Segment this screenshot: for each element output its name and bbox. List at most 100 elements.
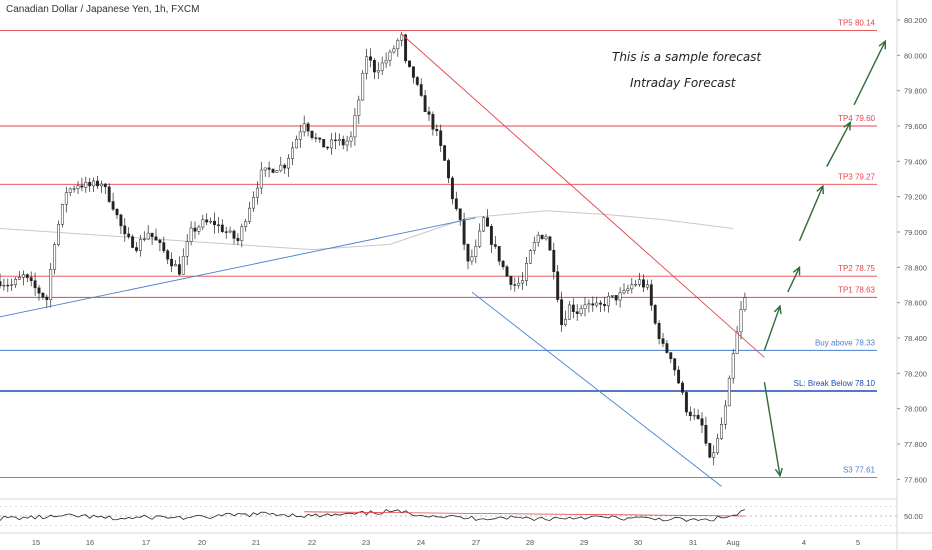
time-axis: 15 16 17 20 21 22 23 24 27 28 29 30 31 Aug 4 5: [32, 538, 860, 547]
candle-body: [298, 131, 302, 140]
candle-body: [450, 177, 454, 200]
candle-body: [727, 377, 731, 407]
candle-body: [408, 60, 411, 67]
time-tick-label: 20: [198, 538, 206, 547]
time-tick-label: 27: [472, 538, 480, 547]
candle-body: [72, 188, 76, 190]
candle-body: [404, 34, 408, 62]
level-label: TP3 79.27: [838, 172, 875, 181]
time-tick-label: 29: [580, 538, 588, 547]
candle-body: [501, 260, 505, 268]
candle-body: [158, 239, 162, 243]
price-tick-label: 79.200: [904, 193, 927, 202]
candle-body: [302, 123, 306, 133]
candle-body: [466, 244, 470, 262]
candle-body: [509, 276, 513, 285]
arrow-head: [773, 304, 782, 315]
candle-body: [193, 227, 197, 232]
candle-body: [177, 264, 181, 275]
candle-body: [96, 180, 99, 187]
candle-body: [653, 305, 657, 324]
candle-body: [384, 60, 388, 64]
candle-body: [591, 303, 595, 306]
arrow-shaft: [763, 305, 781, 351]
candle-body: [209, 220, 213, 223]
symbol-title[interactable]: Canadian Dollar / Japanese Yen, 1h, FXCM: [6, 4, 200, 15]
candle-body: [80, 185, 84, 188]
candle-body: [142, 238, 146, 241]
candle-body: [310, 130, 314, 138]
level-label: TP4 79.60: [838, 114, 875, 123]
candle-body: [45, 296, 49, 301]
candle-body: [49, 269, 53, 301]
candle-body: [107, 186, 111, 202]
level-label: SL: Break Below 78.10: [794, 379, 876, 388]
candle-body: [673, 358, 677, 371]
candle-body: [53, 244, 57, 270]
candle-body: [150, 232, 154, 238]
candle-body: [642, 279, 645, 288]
candle-body: [353, 115, 357, 138]
candle-body: [544, 236, 548, 240]
candle-body: [415, 77, 419, 85]
candle-body: [279, 164, 283, 171]
candle-body: [18, 277, 21, 280]
candle-body: [135, 247, 138, 251]
trendlines: [0, 33, 765, 487]
candle-body: [103, 183, 107, 188]
time-tick-label: 31: [689, 538, 697, 547]
candle-body: [337, 138, 341, 141]
candle-body: [579, 308, 583, 314]
candle-body: [380, 62, 384, 71]
candle-body: [205, 219, 209, 223]
candle-body: [532, 242, 536, 251]
candle-body: [681, 382, 684, 393]
price-tick-label: 80.000: [904, 51, 927, 60]
candle-body: [189, 227, 193, 242]
price-tick-label: 79.400: [904, 157, 927, 166]
candle-body: [606, 296, 610, 306]
price-tick-label: 78.800: [904, 263, 927, 272]
rsi-panel: 50.00: [0, 506, 928, 526]
time-tick-label: 15: [32, 538, 40, 547]
candle-body: [291, 147, 294, 159]
time-tick-label: 28: [526, 538, 534, 547]
candle-body: [25, 274, 29, 278]
candle-body: [638, 279, 642, 285]
candle-body: [723, 405, 727, 425]
candle-body: [60, 203, 64, 225]
candle-body: [131, 236, 135, 248]
candle-body: [743, 297, 747, 310]
time-tick-label: 16: [86, 538, 94, 547]
level-label: TP5 80.14: [838, 19, 875, 28]
candle-body: [376, 70, 380, 73]
candle-body: [2, 284, 6, 287]
candle-body: [29, 277, 33, 281]
ma-line: [0, 210, 734, 251]
candle-body: [271, 169, 275, 173]
candle-body: [626, 288, 630, 291]
price-tick-label: 78.400: [904, 334, 927, 343]
candle-body: [392, 48, 396, 53]
candle-body: [349, 136, 353, 142]
price-tick-label: 77.800: [904, 440, 927, 449]
candle-body: [571, 304, 575, 312]
candle-body: [688, 411, 692, 416]
projection-arrows: [763, 39, 887, 478]
candle-body: [154, 236, 158, 241]
candle-body: [712, 452, 716, 458]
arrow-head: [792, 265, 801, 276]
candle-body: [123, 225, 127, 235]
price-tick-label: 77.600: [904, 475, 927, 484]
candle-body: [478, 230, 482, 247]
candle-body: [645, 284, 649, 288]
candle-body: [0, 281, 2, 287]
moving-average: [0, 210, 734, 251]
candle-body: [263, 167, 267, 171]
candle-body: [68, 188, 72, 193]
time-tick-label: 30: [634, 538, 642, 547]
candle-body: [228, 230, 232, 233]
